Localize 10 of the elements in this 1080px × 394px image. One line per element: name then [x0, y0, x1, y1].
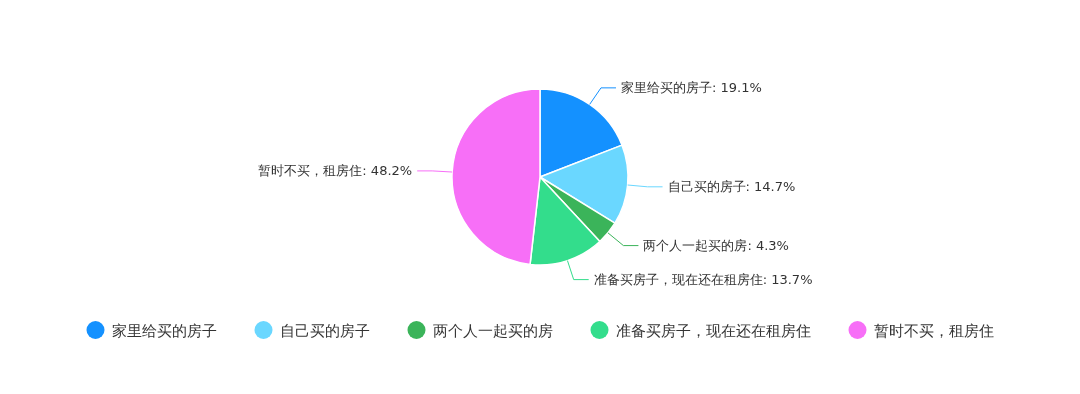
data-label: 自己买的房子: 14.7%: [667, 179, 796, 195]
legend-label: 准备买房子，现在还在租房住: [615, 321, 811, 340]
data-label: 家里给买的房子: 19.1%: [620, 80, 762, 96]
legend-label: 自己买的房子: [279, 321, 370, 340]
legend-label: 暂时不买，租房住: [873, 321, 994, 340]
data-label: 准备买房子，现在还在租房住: 13.7%: [593, 272, 813, 288]
data-label: 两个人一起买的房: 4.3%: [643, 238, 789, 254]
legend-label: 家里给买的房子: [111, 321, 217, 340]
data-label: 暂时不买，租房住: 48.2%: [258, 163, 413, 179]
legend-label: 两个人一起买的房: [432, 321, 553, 340]
